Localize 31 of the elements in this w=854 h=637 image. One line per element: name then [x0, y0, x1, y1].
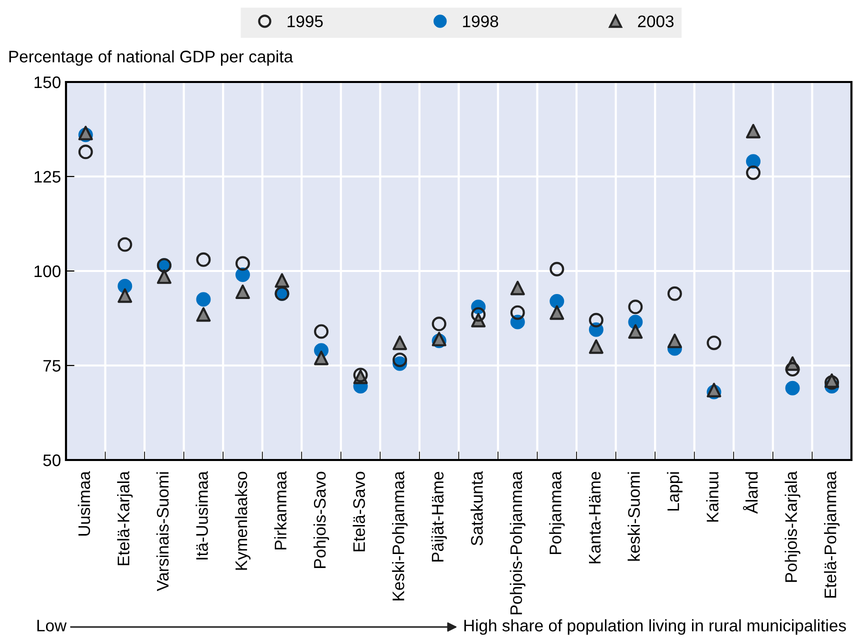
legend-label: 2003	[638, 15, 674, 28]
x-tick-label: Keski-Pohjanmaa	[392, 471, 408, 600]
x-tick-label: Åland	[742, 472, 758, 514]
x-tick-label: Pohjois-Savo	[314, 472, 330, 568]
y-tick-label: 125	[34, 170, 60, 183]
x-tick-label: Kanta-Häme	[589, 472, 601, 564]
y-tick-label: 100	[34, 265, 60, 278]
x-tick-label: Päijät-Häme	[431, 472, 447, 562]
y-tick-label: 150	[34, 76, 60, 88]
text: Low	[37, 620, 67, 632]
x-tick-label: Varsinais-Suomi	[156, 472, 169, 592]
legend-label: 1995	[288, 15, 323, 28]
x-tick-label: Uusimaa	[78, 471, 90, 536]
text: High share of population living in rural municipalities	[464, 619, 846, 635]
x-tick-label: Itä-Uusimaa	[196, 471, 208, 560]
x-tick-label: Pohjois-Karjala	[784, 471, 800, 582]
x-tick-label: Kainuu	[706, 472, 718, 522]
y-tick-label: 50	[43, 454, 60, 466]
x-tick-label: Pirkanmaa	[274, 471, 286, 550]
x-tick-label: keski-Suomi	[628, 472, 640, 561]
x-tick-label: Lappi	[666, 472, 682, 511]
y-tick-label: 75	[43, 360, 60, 372]
x-tick-label: Pohjois-Pohjanmaa	[510, 471, 526, 614]
x-tick-label: Etelä-Karjala	[117, 471, 133, 566]
y-axis-title: Percentage of national GDP per capita	[9, 50, 294, 66]
legend-label: 1998	[463, 15, 498, 28]
x-tick-label: Etelä-Savo	[352, 472, 366, 552]
x-tick-label: Etelä-Pohjanmaa	[824, 471, 840, 598]
x-tick-label: Satakunta	[470, 471, 483, 546]
x-tick-label: Pohjanmaa	[549, 471, 565, 554]
x-tick-label: Kymenlaakso	[234, 472, 250, 570]
